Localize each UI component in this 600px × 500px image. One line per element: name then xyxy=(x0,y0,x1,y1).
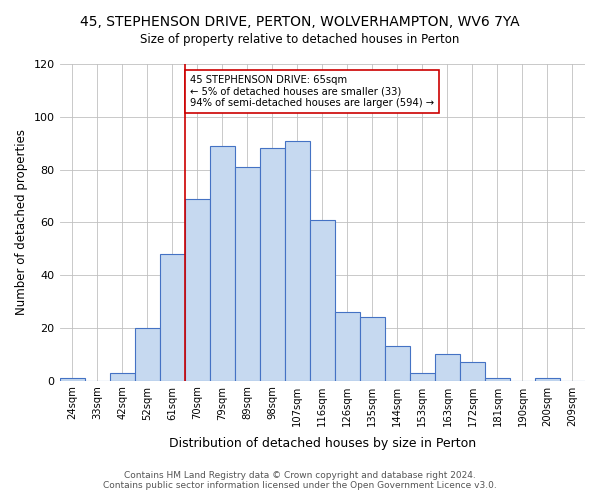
Bar xyxy=(335,312,360,380)
Bar xyxy=(385,346,410,380)
Text: 45, STEPHENSON DRIVE, PERTON, WOLVERHAMPTON, WV6 7YA: 45, STEPHENSON DRIVE, PERTON, WOLVERHAMP… xyxy=(80,15,520,29)
Text: 45 STEPHENSON DRIVE: 65sqm
← 5% of detached houses are smaller (33)
94% of semi-: 45 STEPHENSON DRIVE: 65sqm ← 5% of detac… xyxy=(190,74,434,108)
Bar xyxy=(410,372,435,380)
Bar xyxy=(435,354,460,380)
Bar xyxy=(59,378,85,380)
Bar xyxy=(209,146,235,380)
Bar xyxy=(285,140,310,380)
Bar xyxy=(360,318,385,380)
Bar xyxy=(134,328,160,380)
Bar xyxy=(460,362,485,380)
Text: Contains HM Land Registry data © Crown copyright and database right 2024.
Contai: Contains HM Land Registry data © Crown c… xyxy=(103,470,497,490)
Y-axis label: Number of detached properties: Number of detached properties xyxy=(15,130,28,316)
Bar xyxy=(485,378,510,380)
Bar xyxy=(310,220,335,380)
Bar xyxy=(185,198,209,380)
Text: Size of property relative to detached houses in Perton: Size of property relative to detached ho… xyxy=(140,32,460,46)
Bar xyxy=(235,167,260,380)
Bar xyxy=(160,254,185,380)
X-axis label: Distribution of detached houses by size in Perton: Distribution of detached houses by size … xyxy=(169,437,476,450)
Bar xyxy=(260,148,285,380)
Bar xyxy=(110,372,134,380)
Bar xyxy=(535,378,560,380)
